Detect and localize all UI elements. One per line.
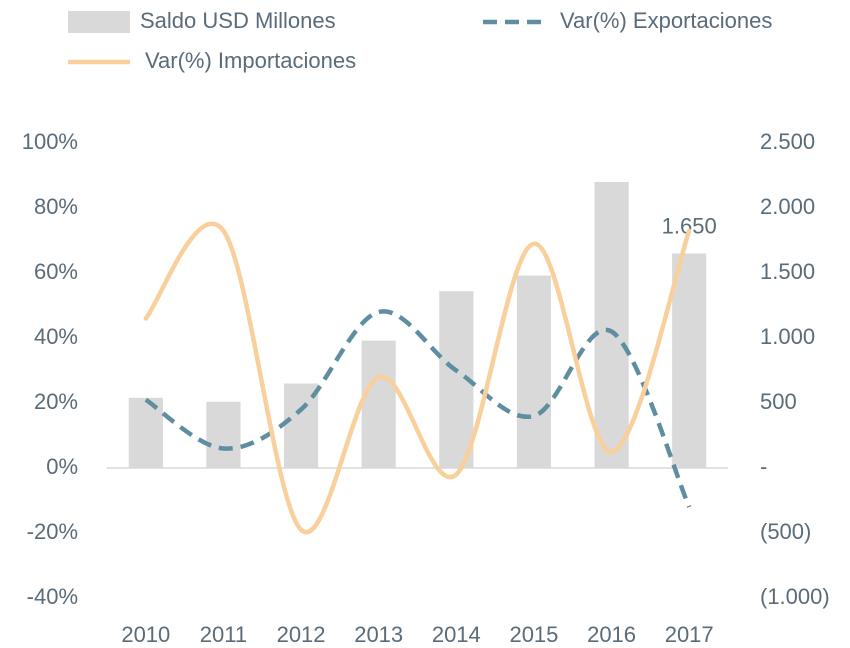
bar	[206, 401, 241, 468]
y2-tick-label: 2.500	[760, 129, 815, 154]
y-tick-label: 80%	[34, 194, 78, 219]
x-tick-label: 2010	[121, 622, 170, 647]
y-tick-label: 40%	[34, 324, 78, 349]
y2-tick-label: (500)	[760, 519, 811, 544]
bar	[361, 340, 396, 468]
y-tick-label: 20%	[34, 389, 78, 414]
x-tick-label: 2013	[354, 622, 403, 647]
bar	[128, 397, 163, 468]
y2-tick-label: 1.000	[760, 324, 815, 349]
y-tick-label: 60%	[34, 259, 78, 284]
y2-tick-label: 1.500	[760, 259, 815, 284]
y-tick-label: -40%	[27, 584, 78, 609]
line	[144, 309, 692, 508]
x-tick-label: 2017	[665, 622, 714, 647]
x-tick-label: 2014	[432, 622, 481, 647]
bar	[594, 182, 629, 468]
legend-label: Saldo USD Millones	[140, 8, 336, 33]
legend-swatch	[68, 11, 130, 33]
y-tick-label: 0%	[46, 454, 78, 479]
y2-tick-label: (1.000)	[760, 584, 830, 609]
bar	[516, 275, 552, 468]
x-tick-label: 2012	[277, 622, 326, 647]
x-tick-label: 2011	[200, 622, 247, 647]
y2-tick-label: 2.000	[760, 194, 815, 219]
bar	[672, 253, 707, 468]
legend-label: Var(%) Importaciones	[145, 48, 356, 73]
legend-label: Var(%) Exportaciones	[560, 8, 772, 33]
line	[143, 221, 692, 535]
y2-tick-label: -	[760, 454, 767, 479]
y-tick-label: -20%	[27, 519, 78, 544]
y2-tick-label: 500	[760, 389, 797, 414]
x-tick-label: 2016	[587, 622, 636, 647]
y-tick-label: 100%	[22, 129, 78, 154]
x-tick-label: 2015	[509, 622, 558, 647]
